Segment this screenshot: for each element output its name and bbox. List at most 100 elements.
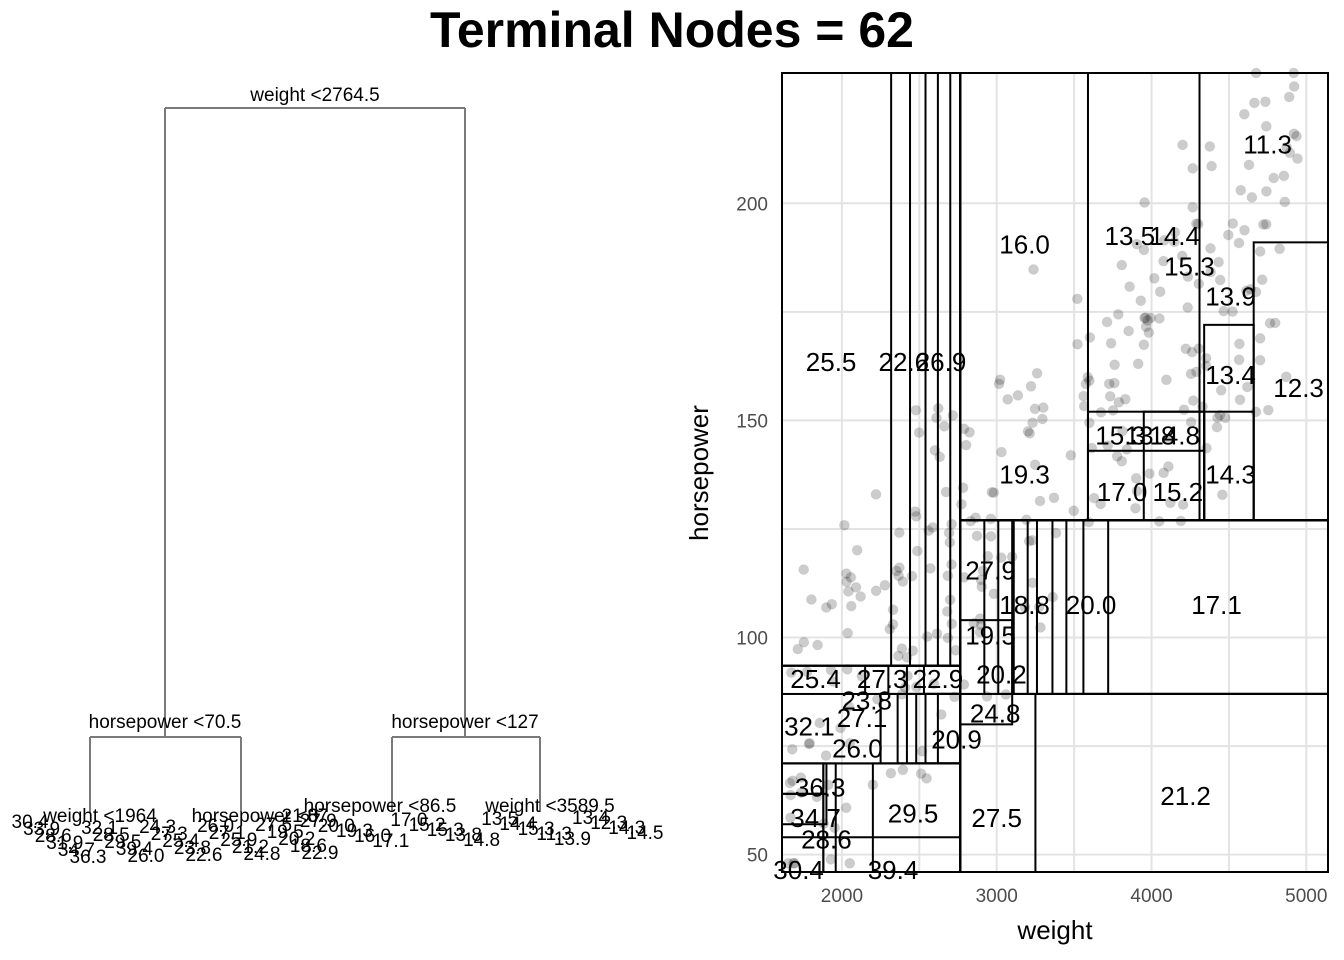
tree-leaf-value: 36.3 [70,847,107,868]
data-point [870,488,882,500]
region-label: 20.2 [976,659,1027,689]
split-label-rr: weight <3589.5 [484,796,614,817]
partition-rect [781,836,962,873]
data-point [1177,499,1189,511]
tree-leaf-value: 26.0 [197,816,234,837]
partition-rect [959,619,1014,695]
region-label: 36.3 [795,772,846,802]
partition-rect [924,72,962,667]
data-point [1219,412,1231,424]
data-point [988,588,1000,600]
data-point [1197,401,1208,413]
tree-leaf-value: 25.4 [162,831,199,852]
partition-rect [1142,410,1206,522]
data-point [1254,354,1266,366]
data-point [958,571,970,583]
data-point [1036,413,1048,425]
tree-leaf-labels: 30.433.928.631.934.736.3 32.128.529.539.4… [12,806,664,868]
data-point [856,670,868,682]
data-point [1200,352,1212,364]
partition-rect [864,664,962,695]
data-point [994,374,1006,386]
data-point [974,626,986,638]
tree-leaf-value: 39.4 [116,839,153,860]
tree-leaf-value: 19.5 [267,822,304,843]
partition-rect [781,762,962,874]
data-point [795,772,807,784]
data-point [1130,502,1141,514]
partition-rect [1203,323,1255,522]
data-point [845,571,857,583]
data-point [1083,516,1095,528]
tree-leaf-value: 17.1 [372,831,409,852]
region-label: 13.9 [1205,282,1256,312]
tree-lines [89,107,541,812]
tree-leaf-value: 15.3 [518,819,555,840]
tree-leaf-value: 24.8 [244,844,281,865]
partition-rect [959,519,1329,873]
x-tick-label: 4000 [1130,886,1172,907]
data-point [976,581,988,593]
partition-rect [936,692,962,765]
data-point [1068,505,1080,517]
data-point [786,743,798,755]
tree-leaf-value: 34.7 [58,840,95,861]
partition-rect [781,792,828,826]
data-point [1246,191,1258,203]
data-point [1278,170,1290,182]
data-point [1250,67,1262,79]
data-point [784,777,796,789]
data-point [906,570,918,582]
region-label: 28.6 [801,824,852,854]
data-point [1176,250,1188,262]
split-label-root: weight <2764.5 [249,85,379,106]
data-point [1279,196,1291,208]
data-point [932,402,944,414]
data-point [825,664,837,676]
data-point [1153,313,1165,324]
data-point [1169,226,1181,238]
partition-rect [879,692,962,765]
tree-leaf-value: 28.5 [93,825,130,846]
region-label: 29.5 [888,798,939,828]
partition-rect [983,519,1330,695]
data-point [811,791,823,803]
data-point [964,426,975,438]
data-point [910,510,922,522]
data-point [1222,229,1234,241]
x-tick-label: 3000 [976,886,1018,907]
partition-rect [781,664,962,873]
data-point [1264,317,1276,329]
partition-rect [781,664,962,765]
region-label: 18.8 [999,590,1050,620]
data-point [977,565,989,577]
region-label: 25.5 [806,347,857,377]
data-point [805,594,817,605]
partition-rect [905,664,962,695]
data-point [893,570,905,582]
data-point [913,427,925,439]
region-label: 20.0 [1066,590,1117,620]
region-label: 19.5 [965,620,1016,650]
data-point [924,562,936,574]
data-point [829,822,841,834]
data-point [1260,120,1272,132]
region-label: 15.3 [1095,421,1146,451]
data-point [1254,332,1266,344]
data-point [841,663,853,675]
data-point [1288,67,1300,79]
region-label: 14.8 [1149,421,1200,451]
data-point [897,576,909,587]
data-point [1281,141,1293,153]
data-point [1233,237,1245,249]
data-point [1050,527,1062,539]
data-point [1218,305,1230,317]
region-label: 23.8 [841,685,892,715]
data-point [1130,472,1142,484]
data-point [885,767,897,779]
tree-leaf-value: 21.2 [232,837,269,858]
region-label: 11.3 [1243,130,1292,160]
data-point [792,643,804,655]
data-point [1234,394,1246,406]
region-label: 13.5 [1104,221,1155,251]
